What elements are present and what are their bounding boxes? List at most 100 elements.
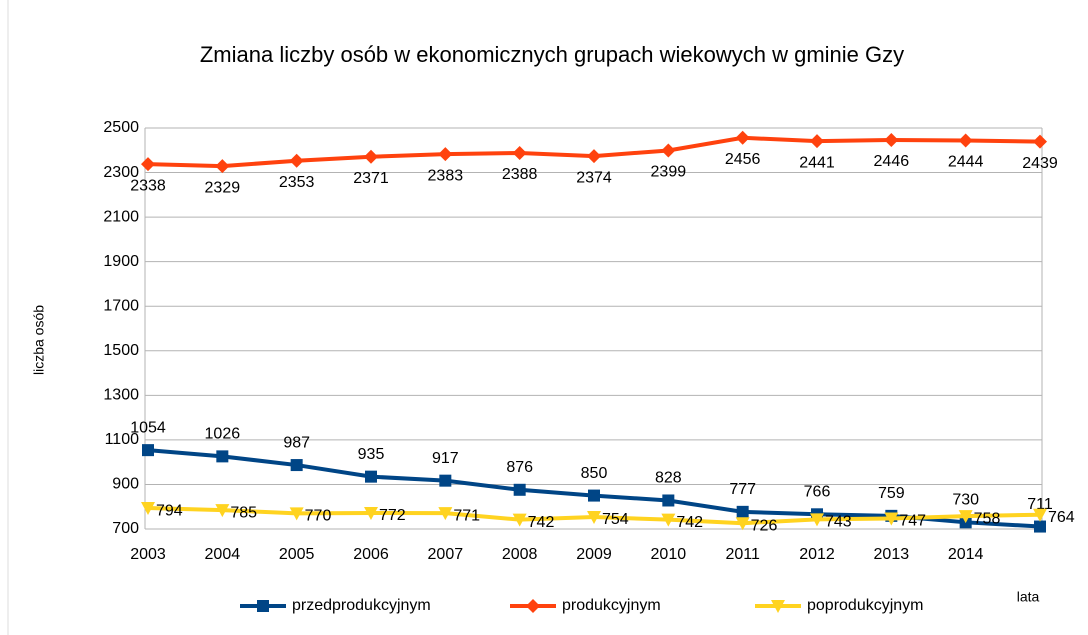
data-point <box>364 149 378 164</box>
y-axis-title: liczba osób <box>31 305 47 375</box>
y-tick-label: 700 <box>112 520 139 537</box>
legend-marker <box>526 599 540 613</box>
data-point <box>588 489 600 502</box>
data-point <box>587 510 601 524</box>
data-point <box>1034 520 1046 533</box>
x-tick-label: 2010 <box>651 546 687 563</box>
data-label: 2439 <box>1022 155 1058 172</box>
data-point <box>1033 134 1047 149</box>
data-label: 917 <box>432 450 459 467</box>
data-label: 2446 <box>874 153 910 170</box>
data-point <box>735 130 750 145</box>
data-point <box>438 507 453 521</box>
legend-label: przedprodukcyjnym <box>292 597 431 614</box>
data-point <box>365 470 377 483</box>
data-label: 2399 <box>651 164 687 181</box>
data-point <box>736 505 749 518</box>
legend-label: poprodukcyjnym <box>807 597 924 614</box>
data-label: 730 <box>952 492 979 509</box>
y-tick-label: 2500 <box>103 119 139 136</box>
legend-marker <box>771 600 785 613</box>
y-tick-label: 2300 <box>103 164 139 181</box>
data-point <box>587 149 601 164</box>
data-label: 770 <box>305 508 332 525</box>
data-label: 2444 <box>948 154 984 171</box>
data-point <box>513 483 526 496</box>
data-point <box>364 506 378 520</box>
data-label: 711 <box>1027 496 1053 513</box>
data-label: 785 <box>230 504 257 521</box>
data-point <box>512 145 527 160</box>
data-label: 772 <box>379 507 406 524</box>
data-label: 876 <box>506 459 533 476</box>
chart-title: Zmiana liczby osób w ekonomicznych grupa… <box>200 42 904 67</box>
data-point <box>290 459 303 472</box>
data-point <box>142 444 154 457</box>
y-tick-label: 1700 <box>103 297 139 314</box>
data-label: 1026 <box>205 426 241 443</box>
data-label: 2371 <box>353 170 389 187</box>
y-tick-label: 900 <box>112 476 139 493</box>
data-point <box>884 133 899 148</box>
data-label: 828 <box>655 470 682 487</box>
x-tick-label: 2014 <box>948 546 984 563</box>
data-point <box>662 494 675 507</box>
x-tick-label: 2005 <box>279 546 315 563</box>
data-label: 850 <box>581 465 608 482</box>
x-tick-label: 2006 <box>353 546 389 563</box>
data-point <box>735 517 750 531</box>
x-tick-label: 2004 <box>205 546 241 563</box>
data-label: 726 <box>751 517 778 534</box>
data-label: 2374 <box>576 169 612 186</box>
data-label: 754 <box>602 511 629 528</box>
legend-label: produkcyjnym <box>562 597 661 614</box>
data-label: 758 <box>974 510 1001 527</box>
data-point <box>512 513 527 527</box>
y-tick-label: 1500 <box>103 342 139 359</box>
data-point <box>141 157 155 172</box>
y-tick-label: 1300 <box>103 387 139 404</box>
data-label: 766 <box>804 484 831 501</box>
y-tick-label: 2100 <box>103 208 139 225</box>
x-tick-label: 2012 <box>799 546 835 563</box>
data-point <box>215 159 230 174</box>
data-label: 771 <box>453 507 480 524</box>
data-point <box>1033 508 1047 522</box>
y-tick-label: 1900 <box>103 253 139 270</box>
data-label: 764 <box>1048 509 1075 526</box>
data-label: 2383 <box>428 167 464 184</box>
data-point <box>289 507 304 521</box>
data-label: 794 <box>156 502 183 519</box>
data-point <box>141 502 155 516</box>
data-label: 759 <box>878 485 905 502</box>
data-label: 777 <box>729 481 756 498</box>
data-point <box>439 474 452 487</box>
data-point <box>661 143 676 158</box>
data-label: 2388 <box>502 166 538 183</box>
data-point <box>884 512 899 526</box>
x-tick-label: 2011 <box>725 546 760 563</box>
data-label: 742 <box>528 514 555 531</box>
legend-marker <box>257 600 269 612</box>
data-label: 742 <box>676 514 703 531</box>
data-label: 1054 <box>130 419 166 436</box>
x-tick-label: 2003 <box>130 546 166 563</box>
data-label: 935 <box>358 446 385 463</box>
data-label: 2456 <box>725 151 761 168</box>
data-point <box>958 133 973 148</box>
data-label: 747 <box>899 513 926 530</box>
data-label: 2329 <box>205 179 241 196</box>
x-axis-title: lata <box>1017 589 1040 605</box>
data-label: 2338 <box>130 177 166 194</box>
data-point <box>289 153 304 168</box>
data-point <box>661 513 676 527</box>
data-label: 2441 <box>799 154 835 171</box>
data-point <box>215 504 230 518</box>
data-point <box>216 450 229 463</box>
data-label: 2353 <box>279 174 315 191</box>
data-point <box>438 147 453 162</box>
x-tick-label: 2009 <box>576 546 612 563</box>
x-tick-label: 2007 <box>428 546 464 563</box>
